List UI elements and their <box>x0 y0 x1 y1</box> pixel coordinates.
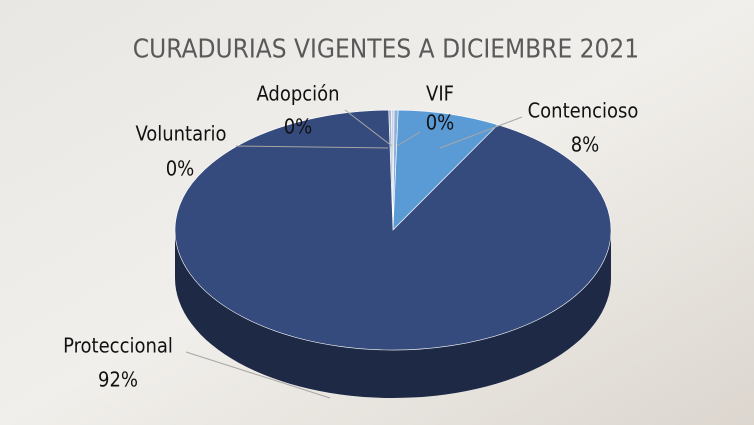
page: CURADURIAS VIGENTES A DICIEMBRE 2021 Vol… <box>0 0 754 425</box>
category-label: VIF <box>426 82 454 106</box>
value-label: 0% <box>284 115 313 139</box>
category-label: Adopción <box>256 82 339 106</box>
chart-title: CURADURIAS VIGENTES A DICIEMBRE 2021 <box>133 35 639 65</box>
chart: CURADURIAS VIGENTES A DICIEMBRE 2021 Vol… <box>0 0 754 425</box>
category-label: Contencioso <box>528 99 639 123</box>
value-label: 0% <box>166 157 195 181</box>
pie <box>175 110 611 398</box>
value-label: 0% <box>426 111 455 135</box>
category-label: Voluntario <box>135 122 226 146</box>
value-label: 92% <box>98 368 138 392</box>
value-label: 8% <box>571 133 600 157</box>
category-label: Proteccional <box>63 334 173 358</box>
